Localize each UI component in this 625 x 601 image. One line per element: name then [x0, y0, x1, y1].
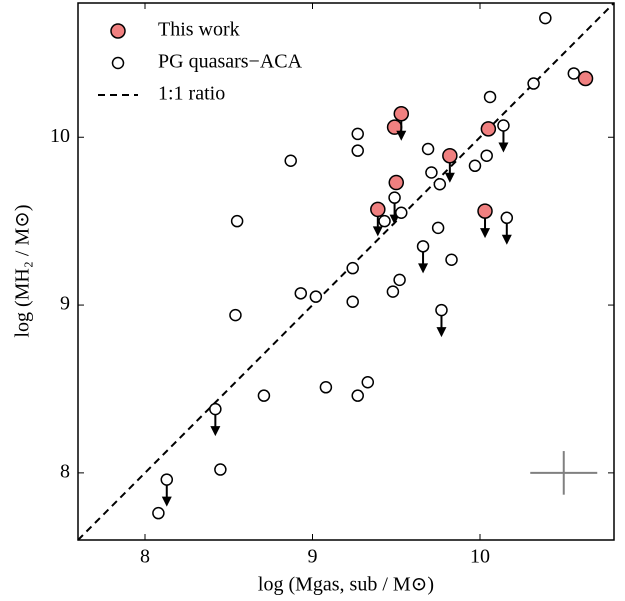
- point: [257, 389, 271, 402]
- point: [433, 177, 447, 191]
- point: [346, 261, 359, 275]
- point: [527, 77, 540, 90]
- upper-limit-arrowhead: [210, 426, 221, 437]
- legend-marker: [111, 56, 125, 70]
- point: [483, 90, 497, 104]
- point: [416, 240, 430, 253]
- upper-limit-arrowhead: [498, 142, 509, 153]
- point: [160, 473, 174, 486]
- upper-limit-arrowhead: [480, 228, 491, 239]
- point: [351, 127, 364, 141]
- plot-frame: [77, 2, 615, 541]
- y-tick-label: 9: [60, 293, 70, 315]
- legend-marker: [110, 23, 126, 39]
- point: [577, 70, 594, 87]
- point: [500, 211, 514, 225]
- point: [435, 303, 448, 317]
- point: [294, 287, 308, 300]
- upper-limit-arrowhead: [444, 172, 455, 183]
- one-to-one-line: [77, 2, 615, 541]
- point: [346, 295, 359, 308]
- legend-label: This work: [158, 19, 240, 41]
- point: [393, 273, 406, 287]
- point: [209, 402, 222, 416]
- point: [388, 191, 401, 204]
- point: [152, 506, 165, 520]
- point: [351, 389, 364, 402]
- point: [539, 11, 552, 25]
- legend-label: PG quasars−ACA: [158, 51, 303, 73]
- point: [445, 253, 458, 267]
- upper-limit-arrowhead: [161, 496, 172, 507]
- point: [468, 159, 482, 173]
- point: [425, 166, 438, 179]
- point: [393, 106, 410, 122]
- point: [477, 203, 493, 219]
- upper-limit-arrowhead: [396, 130, 407, 141]
- point: [480, 149, 493, 162]
- point: [442, 147, 458, 164]
- point: [351, 144, 364, 157]
- x-tick-label: 10: [470, 546, 490, 568]
- point: [567, 67, 581, 80]
- point: [319, 381, 333, 394]
- point: [230, 214, 244, 228]
- point: [480, 121, 497, 137]
- y-tick-label: 10: [50, 125, 70, 147]
- upper-limit-arrowhead: [501, 234, 512, 245]
- point: [370, 201, 386, 218]
- point: [421, 142, 435, 156]
- x-axis-label: log (Mgas, sub / M⊙): [258, 574, 434, 596]
- upper-limit-arrowhead: [436, 327, 447, 338]
- point: [378, 214, 391, 228]
- point: [395, 206, 408, 220]
- point: [229, 308, 242, 322]
- upper-limit-arrowhead: [418, 263, 429, 274]
- y-tick-label: 8: [60, 460, 70, 482]
- point: [388, 174, 404, 191]
- point: [309, 290, 323, 303]
- point: [497, 119, 510, 132]
- legend-label: 1:1 ratio: [158, 83, 225, 105]
- point: [214, 463, 227, 476]
- upper-limit-arrowhead: [372, 226, 383, 237]
- x-tick-label: 9: [308, 546, 318, 568]
- x-tick-label: 8: [140, 546, 150, 568]
- point: [386, 285, 400, 298]
- point: [431, 221, 445, 235]
- point: [284, 154, 297, 167]
- y-axis-label: log (MH₂ / M⊙): [12, 204, 34, 337]
- point: [361, 376, 375, 389]
